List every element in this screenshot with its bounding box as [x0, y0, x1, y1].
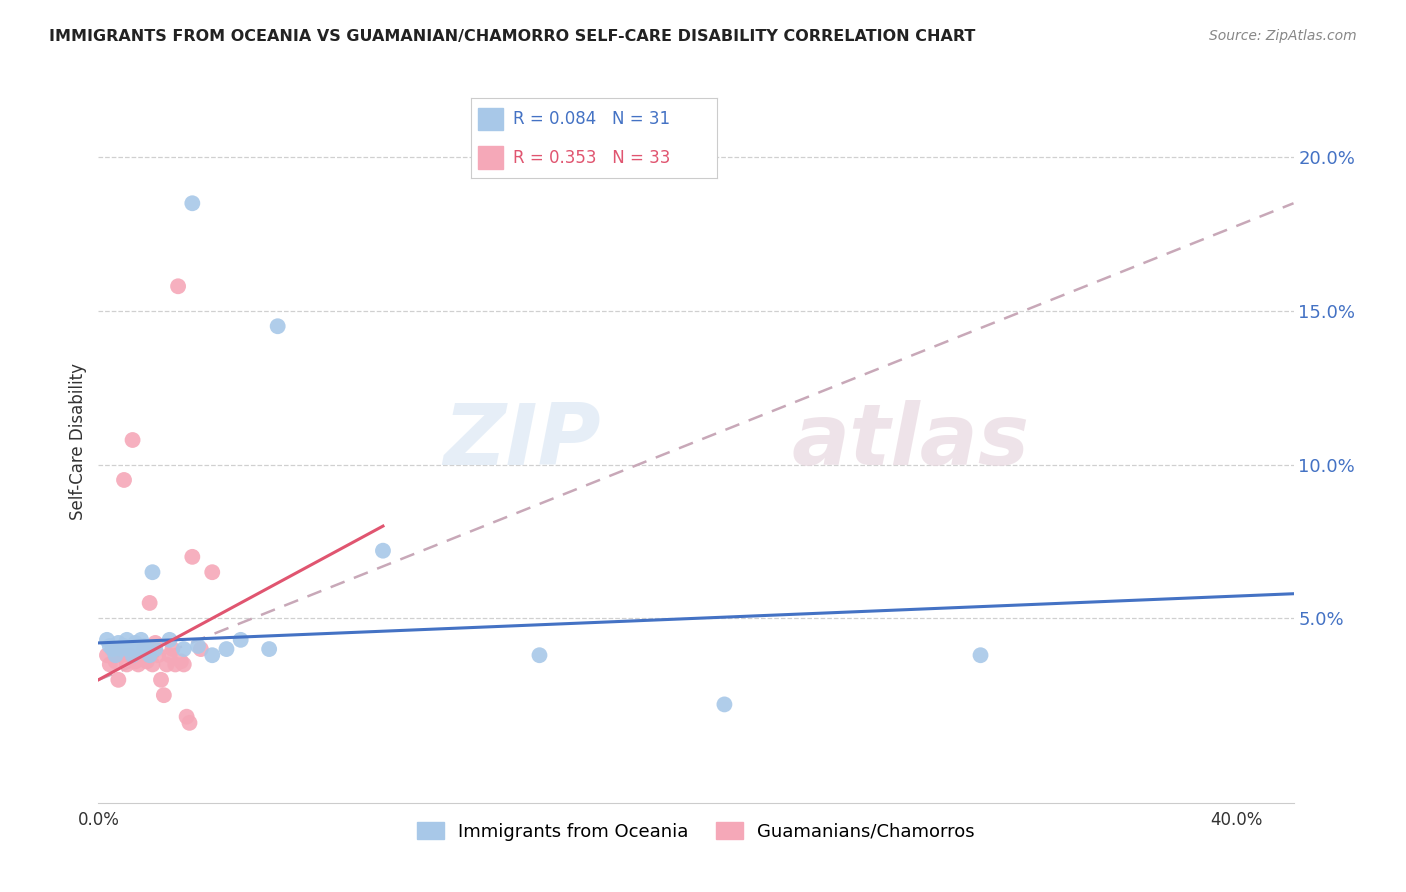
- Point: [257, 642, 280, 657]
- Text: atlas: atlas: [792, 400, 1029, 483]
- Text: R = 0.353   N = 33: R = 0.353 N = 33: [513, 149, 671, 167]
- Point: [118, 642, 141, 657]
- Point: [121, 433, 143, 447]
- Point: [107, 673, 129, 687]
- Point: [162, 642, 184, 657]
- Point: [135, 642, 157, 657]
- Point: [110, 648, 132, 663]
- Point: [229, 632, 252, 647]
- Point: [167, 279, 190, 293]
- Point: [104, 654, 127, 668]
- Point: [138, 648, 160, 663]
- Point: [153, 688, 176, 702]
- Point: [201, 648, 224, 663]
- Point: [267, 319, 290, 334]
- Point: [371, 543, 394, 558]
- Point: [127, 657, 149, 672]
- Bar: [478, 146, 503, 169]
- Point: [215, 642, 238, 657]
- Point: [96, 632, 118, 647]
- Point: [98, 657, 121, 672]
- Text: IMMIGRANTS FROM OCEANIA VS GUAMANIAN/CHAMORRO SELF-CARE DISABILITY CORRELATION C: IMMIGRANTS FROM OCEANIA VS GUAMANIAN/CHA…: [49, 29, 976, 44]
- Point: [173, 657, 195, 672]
- Point: [129, 648, 152, 663]
- Point: [124, 654, 146, 668]
- Point: [132, 639, 155, 653]
- Point: [118, 648, 141, 663]
- Point: [141, 565, 163, 579]
- Point: [127, 642, 149, 657]
- Point: [181, 196, 204, 211]
- Point: [96, 648, 118, 663]
- Point: [190, 642, 212, 657]
- Point: [107, 636, 129, 650]
- Point: [121, 648, 143, 663]
- Point: [141, 657, 163, 672]
- Text: Source: ZipAtlas.com: Source: ZipAtlas.com: [1209, 29, 1357, 43]
- Point: [143, 642, 166, 657]
- Point: [159, 632, 181, 647]
- Point: [156, 657, 179, 672]
- Point: [150, 673, 173, 687]
- Point: [170, 654, 193, 668]
- Y-axis label: Self-Care Disability: Self-Care Disability: [69, 363, 87, 520]
- Point: [98, 639, 121, 653]
- Point: [201, 565, 224, 579]
- Point: [110, 642, 132, 657]
- Point: [165, 657, 187, 672]
- Point: [115, 657, 138, 672]
- Point: [112, 639, 135, 653]
- Legend: Immigrants from Oceania, Guamanians/Chamorros: Immigrants from Oceania, Guamanians/Cham…: [409, 814, 983, 848]
- Point: [969, 648, 991, 663]
- Point: [143, 636, 166, 650]
- Bar: [478, 108, 503, 130]
- Text: R = 0.084   N = 31: R = 0.084 N = 31: [513, 110, 671, 128]
- Point: [129, 632, 152, 647]
- Point: [101, 642, 124, 657]
- Point: [187, 639, 209, 653]
- Point: [101, 642, 124, 657]
- Point: [176, 709, 198, 723]
- Point: [173, 642, 195, 657]
- Point: [713, 698, 735, 712]
- Point: [115, 632, 138, 647]
- Point: [148, 648, 170, 663]
- Point: [112, 473, 135, 487]
- Point: [138, 596, 160, 610]
- Point: [159, 648, 181, 663]
- Point: [135, 654, 157, 668]
- Point: [132, 642, 155, 657]
- Point: [181, 549, 204, 564]
- Point: [179, 715, 201, 730]
- Text: ZIP: ZIP: [443, 400, 600, 483]
- Point: [529, 648, 551, 663]
- Point: [104, 648, 127, 663]
- Point: [124, 636, 146, 650]
